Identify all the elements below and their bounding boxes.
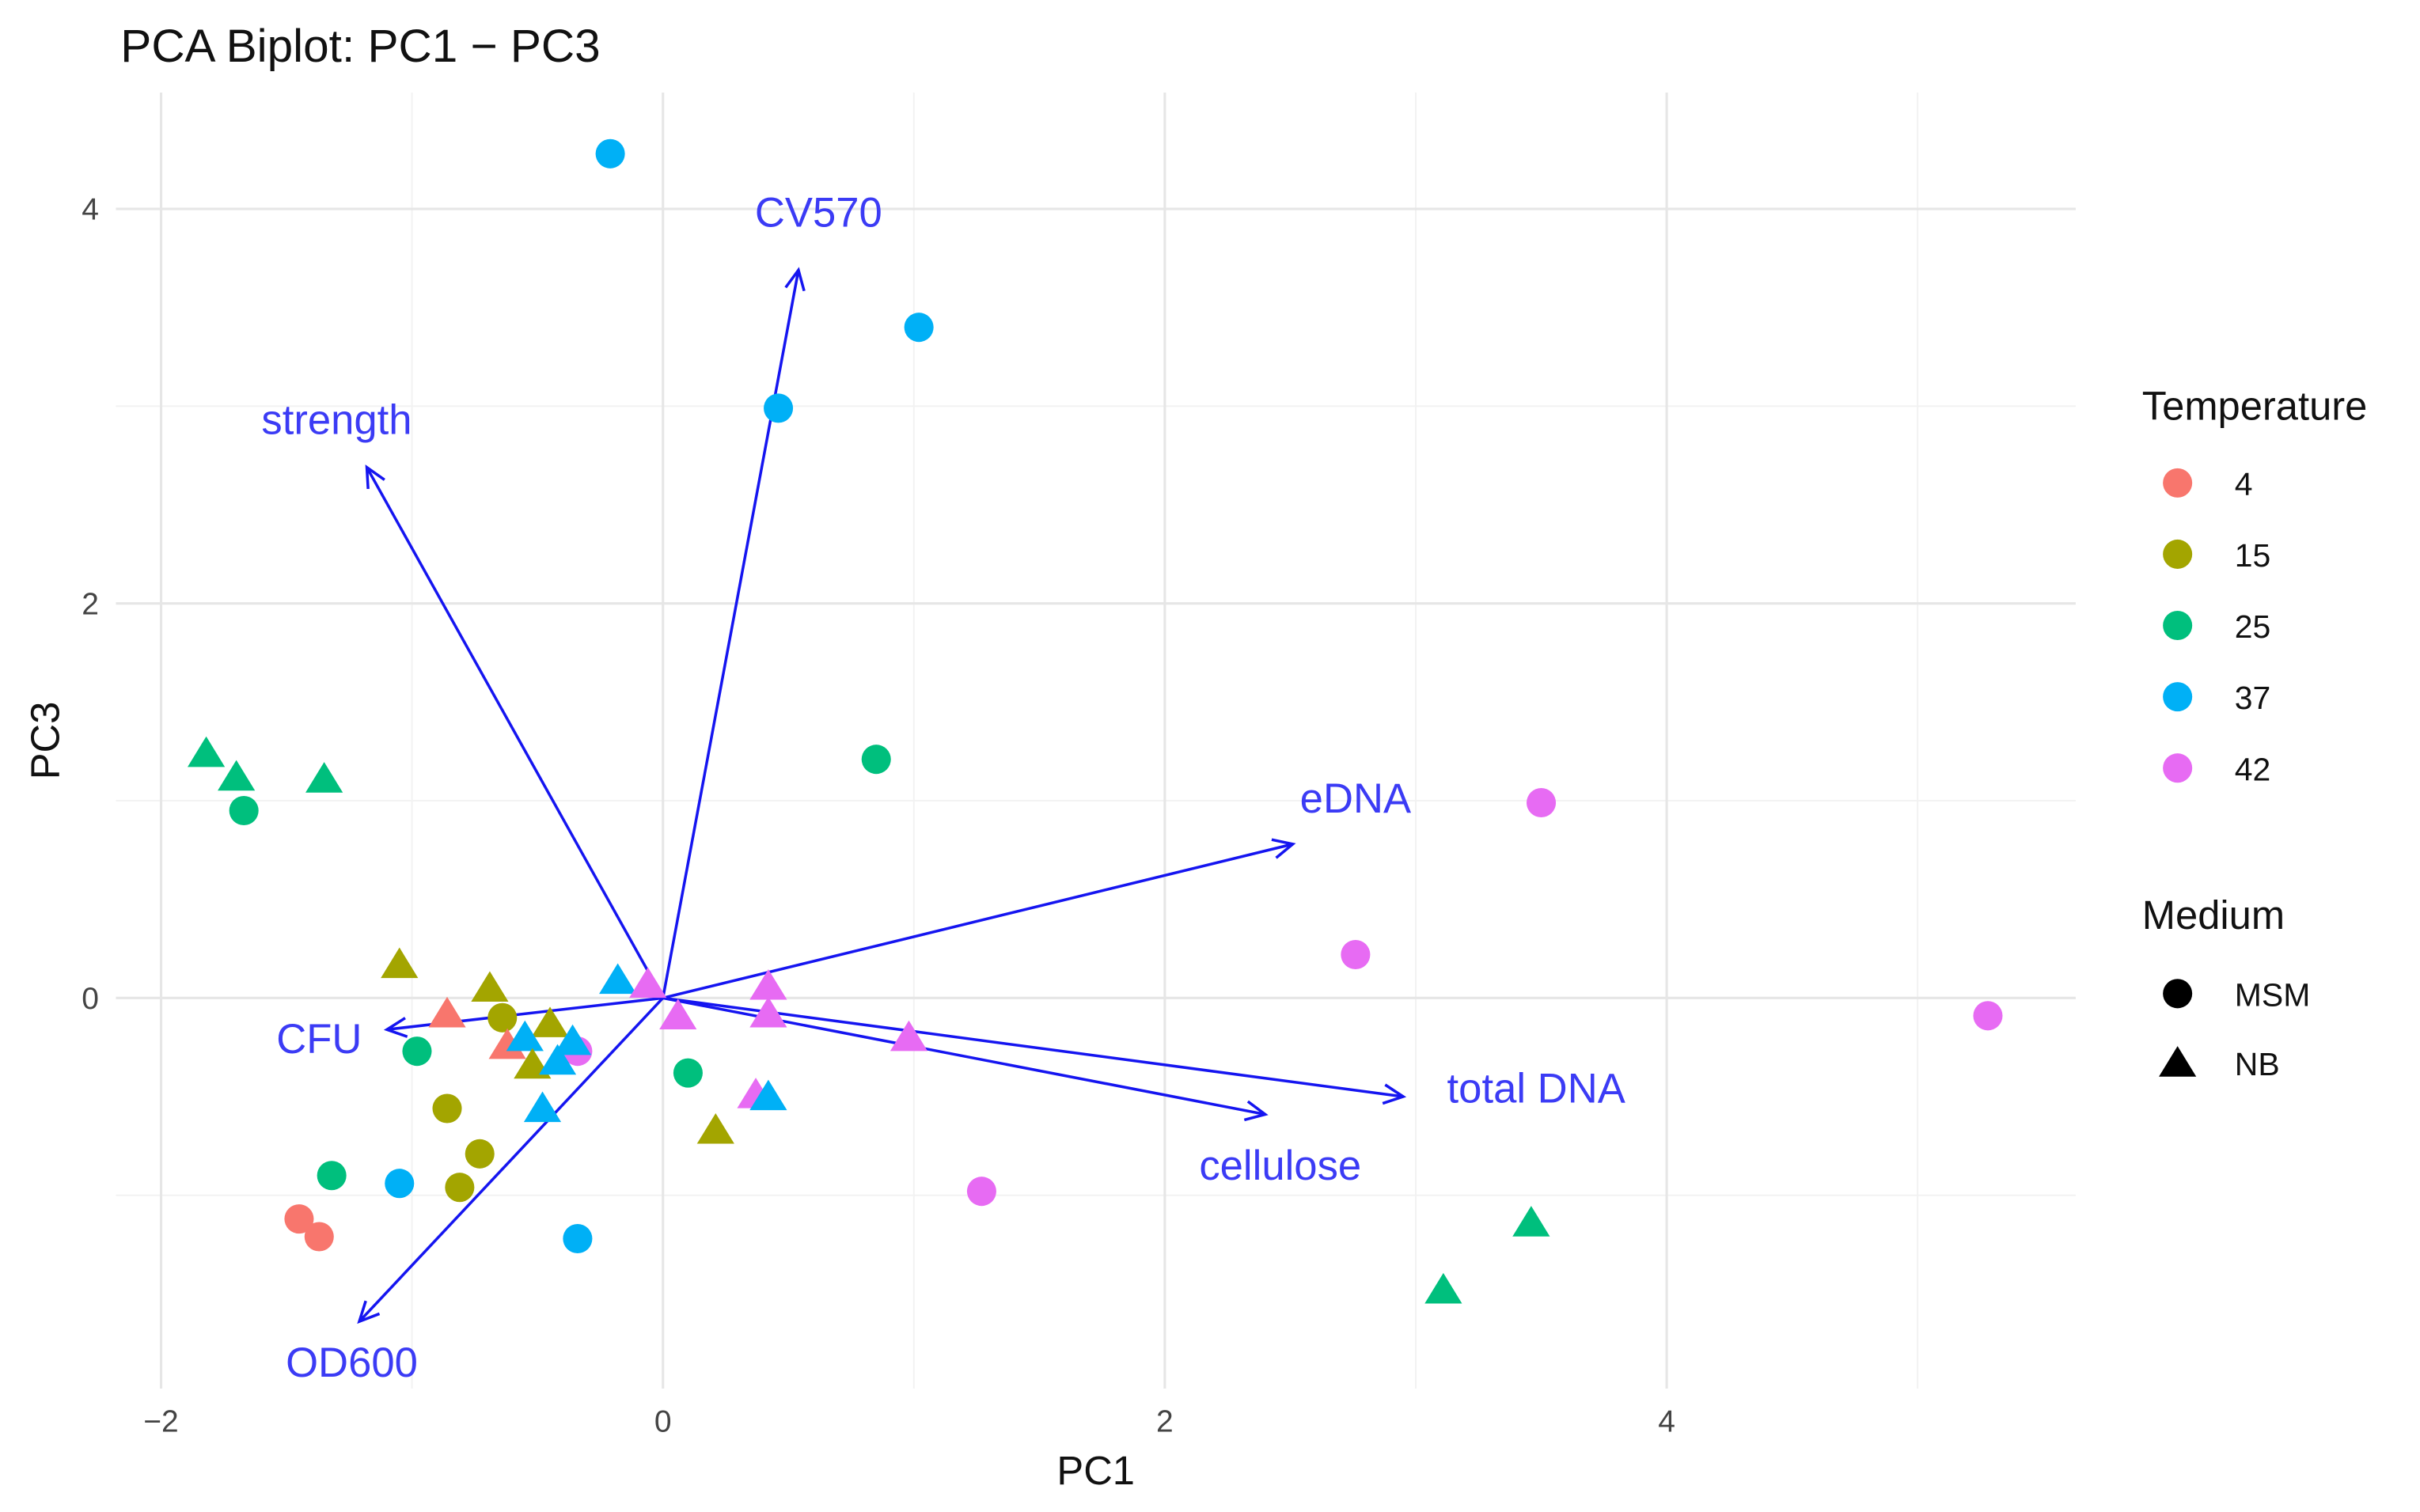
data-point-4-msm: [284, 1204, 314, 1234]
y-tick-label: 0: [82, 982, 99, 1016]
data-point-25-nb: [218, 760, 256, 791]
data-point-25-msm: [229, 795, 259, 826]
chart-title: PCA Biplot: PC1 − PC3: [120, 21, 600, 72]
legend-key-nb: [2159, 1046, 2197, 1077]
data-point-37-msm: [595, 138, 625, 169]
legend-key-42: [2163, 753, 2193, 783]
data-point-25-nb: [1512, 1206, 1550, 1237]
data-point-15-msm: [432, 1093, 462, 1124]
data-point-42-nb: [659, 999, 697, 1029]
data-point-42-msm: [1527, 788, 1557, 818]
data-point-37-nb: [599, 963, 637, 995]
legend: Temperature 4 15 25 37 42 Medium MSM NB: [2142, 383, 2368, 1082]
legend-key-37: [2163, 682, 2193, 712]
data-point-42-msm: [1973, 1001, 2003, 1031]
data-point-37-msm: [385, 1169, 415, 1199]
data-point-37-nb: [553, 1024, 592, 1055]
loading-label: total DNA: [1447, 1066, 1626, 1112]
loading-arrow-total-dna: [662, 996, 1404, 1098]
loading-label: CV570: [755, 190, 882, 237]
loading-label: strength: [261, 396, 412, 443]
data-point-42-nb: [889, 1020, 928, 1052]
data-point-42-nb: [749, 996, 787, 1028]
data-point-25-nb: [1424, 1272, 1462, 1304]
arrow-head: [365, 464, 385, 490]
y-tick-label: 2: [82, 587, 99, 621]
data-point-37-msm: [904, 313, 934, 343]
legend-key-25: [2163, 611, 2193, 641]
data-point-15-nb: [531, 1006, 569, 1037]
data-point-42-msm: [1341, 939, 1371, 970]
arrow-head: [1382, 1083, 1407, 1105]
legend-title-temperature: Temperature: [2142, 383, 2368, 428]
legend-label: 4: [2235, 466, 2253, 502]
loading-arrow-edna: [662, 843, 1294, 1000]
arrow-head: [383, 1017, 408, 1038]
data-point-15-nb: [471, 971, 509, 1002]
legend-label: 42: [2235, 751, 2271, 787]
y-axis-label: PC3: [22, 702, 67, 780]
legend-label: 15: [2235, 537, 2271, 574]
data-point-25-nb: [305, 762, 343, 793]
legend-key-msm: [2163, 979, 2193, 1009]
legend-label: NB: [2235, 1046, 2280, 1082]
data-point-25-nb: [188, 736, 226, 767]
data-point-15-msm: [465, 1139, 495, 1169]
x-tick-label: 0: [654, 1405, 672, 1439]
data-point-37-nb: [749, 1079, 787, 1111]
data-point-25-msm: [861, 745, 891, 775]
data-points: [188, 138, 2003, 1304]
x-axis-label: PC1: [1056, 1448, 1135, 1493]
x-tick-label: 2: [1156, 1405, 1174, 1439]
arrow-head: [784, 267, 806, 292]
legend-title-medium: Medium: [2142, 892, 2285, 938]
loading-label: CFU: [276, 1016, 362, 1063]
data-point-25-msm: [402, 1036, 432, 1067]
y-tick-label: 4: [82, 193, 99, 227]
data-point-4-msm: [304, 1222, 334, 1252]
data-point-37-nb: [538, 1044, 577, 1075]
data-point-25-msm: [673, 1058, 703, 1088]
data-point-15-nb: [696, 1112, 734, 1144]
data-point-37-msm: [563, 1223, 593, 1254]
data-point-37-msm: [764, 393, 794, 423]
legend-key-4: [2163, 468, 2193, 498]
data-point-37-nb: [506, 1020, 544, 1052]
data-point-15-nb: [381, 947, 419, 979]
data-point-15-msm: [445, 1173, 475, 1203]
loading-label: OD600: [286, 1340, 418, 1386]
loading-label: eDNA: [1300, 775, 1412, 822]
x-tick-label: 4: [1658, 1405, 1675, 1439]
data-point-42-msm: [966, 1177, 996, 1207]
loading-arrow-od600: [358, 997, 664, 1323]
data-point-4-nb: [428, 996, 466, 1028]
axes: −2 0 2 4 0 2 4: [82, 193, 1675, 1439]
x-tick-label: −2: [143, 1405, 178, 1439]
data-point-15-msm: [487, 1002, 518, 1033]
arrow-head: [357, 1300, 381, 1324]
data-point-42-nb: [629, 967, 667, 999]
legend-label: 37: [2235, 680, 2271, 716]
arrow-head: [1243, 1100, 1269, 1122]
legend-label: 25: [2235, 608, 2271, 645]
arrow-head: [1271, 838, 1296, 859]
loading-arrows: CV570 strength eDNA total DNA cellulose CFU OD…: [261, 190, 1625, 1387]
data-point-37-nb: [523, 1091, 562, 1123]
loading-label: cellulose: [1199, 1143, 1361, 1189]
grid: [116, 93, 2076, 1389]
loading-arrow-cv570: [661, 270, 800, 999]
data-point-4-nb: [488, 1028, 526, 1059]
data-point-42-nb: [749, 968, 787, 1000]
loading-arrow-strength: [366, 466, 665, 999]
legend-key-15: [2163, 539, 2193, 569]
data-point-25-msm: [317, 1161, 347, 1191]
legend-label: MSM: [2235, 976, 2311, 1013]
